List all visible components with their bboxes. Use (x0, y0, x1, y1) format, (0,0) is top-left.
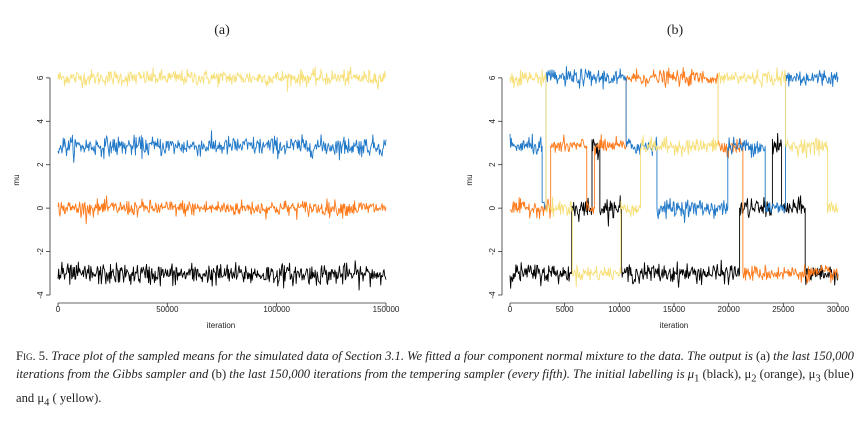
trace-series-3 (509, 66, 839, 224)
y-tick-label: -2 (488, 247, 497, 255)
caption-text-7: ( yellow). (52, 390, 102, 405)
x-tick-label: 20000 (718, 305, 741, 314)
panel-a: (a) mu iteration -4 -2 0 2 4 6 0 50000 100000 15… (12, 23, 400, 330)
x-tick-label: 25000 (772, 305, 795, 314)
caption-text-3: the last 150,000 iterations from the tem… (229, 367, 695, 381)
panel-b-xlabel: iteration (660, 321, 688, 330)
caption-text-6: (blue) and μ (16, 367, 854, 405)
caption-sub-2: 2 (751, 373, 757, 385)
panel-b: (b) mu iteration -4 -2 0 2 4 6 0 5000 10000 1500… (465, 23, 850, 330)
trace-series-1 (57, 66, 386, 92)
caption-text-1: Trace plot of the sampled means for the … (51, 349, 753, 363)
panel-a-xlabel: iteration (207, 321, 235, 330)
caption-text-2: the last 150,000 iterations from the Gib… (16, 349, 854, 381)
caption-text-5: (orange), μ (759, 367, 816, 381)
caption-text-4: (black), μ (702, 367, 752, 381)
caption-sub-1: 1 (694, 373, 700, 385)
panel-a-traces (57, 66, 387, 291)
x-tick-label: 30000 (827, 305, 850, 314)
caption-panel-a-ref: (a) (756, 349, 771, 363)
y-tick-label: 0 (36, 205, 45, 210)
panel-b-y-axis: -4 -2 0 2 4 6 (488, 75, 503, 299)
trace-series-2 (57, 130, 387, 163)
x-tick-label: 50000 (156, 305, 179, 314)
x-tick-label: 150000 (373, 305, 400, 314)
y-tick-label: -4 (36, 291, 45, 299)
caption-sub-4: 4 (44, 397, 50, 409)
panel-b-x-axis: 0 5000 10000 15000 20000 25000 30000 (508, 302, 850, 314)
y-tick-label: 6 (488, 75, 497, 80)
x-tick-label: 100000 (263, 305, 290, 314)
y-tick-label: 6 (36, 75, 45, 80)
panel-b-traces (509, 66, 839, 289)
caption-figure-label: Fig. 5. (16, 349, 49, 363)
panel-a-label: (a) (214, 23, 230, 38)
caption-sub-3: 3 (815, 373, 821, 385)
panel-b-ylabel: mu (465, 174, 474, 185)
y-tick-label: 2 (36, 162, 45, 167)
panel-a-ylabel: mu (12, 174, 21, 185)
y-tick-label: 4 (36, 119, 45, 124)
x-tick-label: 0 (56, 305, 61, 314)
x-tick-label: 5000 (556, 305, 574, 314)
panel-a-y-axis: -4 -2 0 2 4 6 (36, 75, 51, 299)
y-tick-label: 0 (488, 205, 497, 210)
panel-b-label: (b) (667, 23, 684, 38)
figure-caption: Fig. 5. Trace plot of the sampled means … (16, 347, 856, 412)
trace-series-4 (57, 260, 387, 291)
x-tick-label: 10000 (608, 305, 631, 314)
trace-series-2 (509, 67, 839, 284)
caption-panel-b-ref: (b) (211, 367, 227, 381)
y-tick-label: 2 (488, 162, 497, 167)
y-tick-label: 4 (488, 119, 497, 124)
trace-series-3 (57, 195, 387, 225)
x-tick-label: 0 (508, 305, 513, 314)
y-tick-label: -4 (488, 291, 497, 299)
x-tick-label: 15000 (663, 305, 686, 314)
panel-a-x-axis: 0 50000 100000 150000 (56, 302, 400, 314)
trace-series-4 (509, 67, 839, 287)
y-tick-label: -2 (36, 247, 45, 255)
